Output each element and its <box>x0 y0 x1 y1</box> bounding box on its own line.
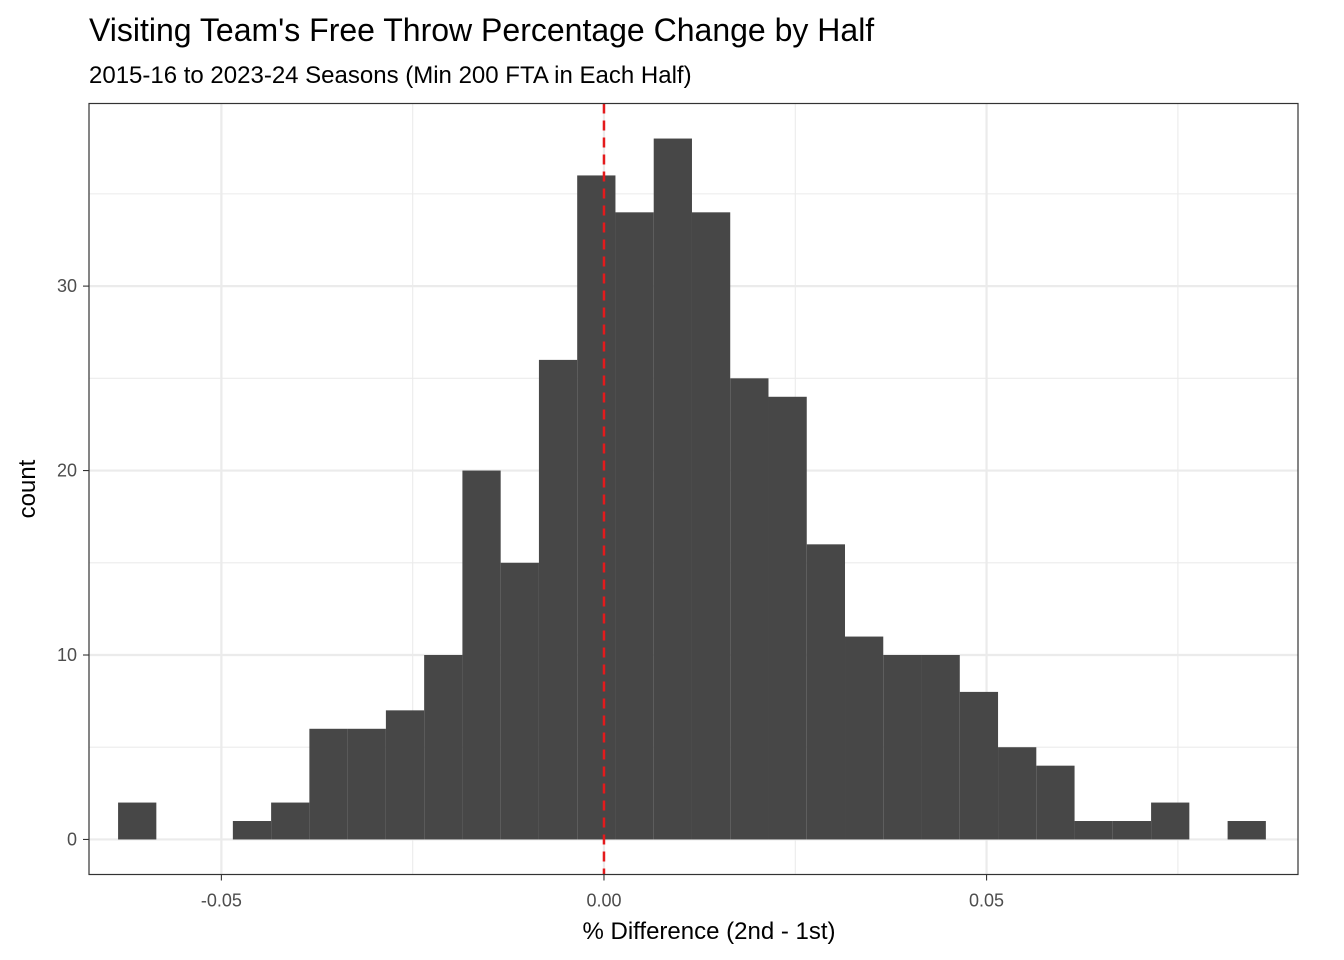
histogram-bar <box>768 396 807 840</box>
histogram-bar <box>462 470 501 840</box>
histogram-bar <box>500 562 539 840</box>
histogram-bar <box>232 821 272 840</box>
plot-border <box>88 102 1299 876</box>
histogram-bar <box>1151 802 1190 840</box>
y-tick-label: 20 <box>57 461 77 481</box>
histogram-bars <box>118 138 1266 840</box>
histogram-bar <box>921 655 960 840</box>
histogram-bar <box>577 175 616 840</box>
histogram-bar <box>653 138 692 840</box>
histogram-bar <box>1074 821 1113 840</box>
histogram-bar <box>959 691 999 840</box>
x-axis-title: % Difference (2nd - 1st) <box>583 918 836 945</box>
x-axis: -0.05 0.00 0.05 <box>201 874 1004 911</box>
histogram-bar <box>118 802 157 840</box>
histogram-bar <box>309 728 348 840</box>
histogram-bar <box>691 212 731 840</box>
x-tick-label: 0.05 <box>969 891 1004 911</box>
y-axis: 0 10 20 30 <box>57 276 89 849</box>
chart-subtitle: 2015-16 to 2023-24 Seasons (Min 200 FTA … <box>89 62 692 89</box>
histogram-bar <box>1036 765 1075 840</box>
chart-title: Visiting Team's Free Throw Percentage Ch… <box>89 12 874 48</box>
histogram-bar <box>538 359 578 840</box>
y-tick-label: 30 <box>57 276 77 296</box>
histogram-bar <box>615 212 654 840</box>
y-tick-label: 10 <box>57 645 77 665</box>
histogram-bar <box>347 728 386 840</box>
x-tick-label: 0.00 <box>586 891 621 911</box>
histogram-bar <box>806 544 846 840</box>
histogram-bar <box>271 802 310 840</box>
histogram-bar <box>998 747 1037 840</box>
y-axis-title: count <box>14 459 41 518</box>
y-tick-label: 0 <box>67 829 77 849</box>
histogram-bar <box>1227 821 1266 840</box>
histogram-bar <box>883 655 922 840</box>
x-tick-label: -0.05 <box>201 891 242 911</box>
histogram-bar <box>424 655 463 840</box>
histogram-bar <box>845 636 884 840</box>
histogram-bar <box>730 378 769 840</box>
histogram-bar <box>1112 821 1152 840</box>
histogram-bar <box>385 710 425 840</box>
